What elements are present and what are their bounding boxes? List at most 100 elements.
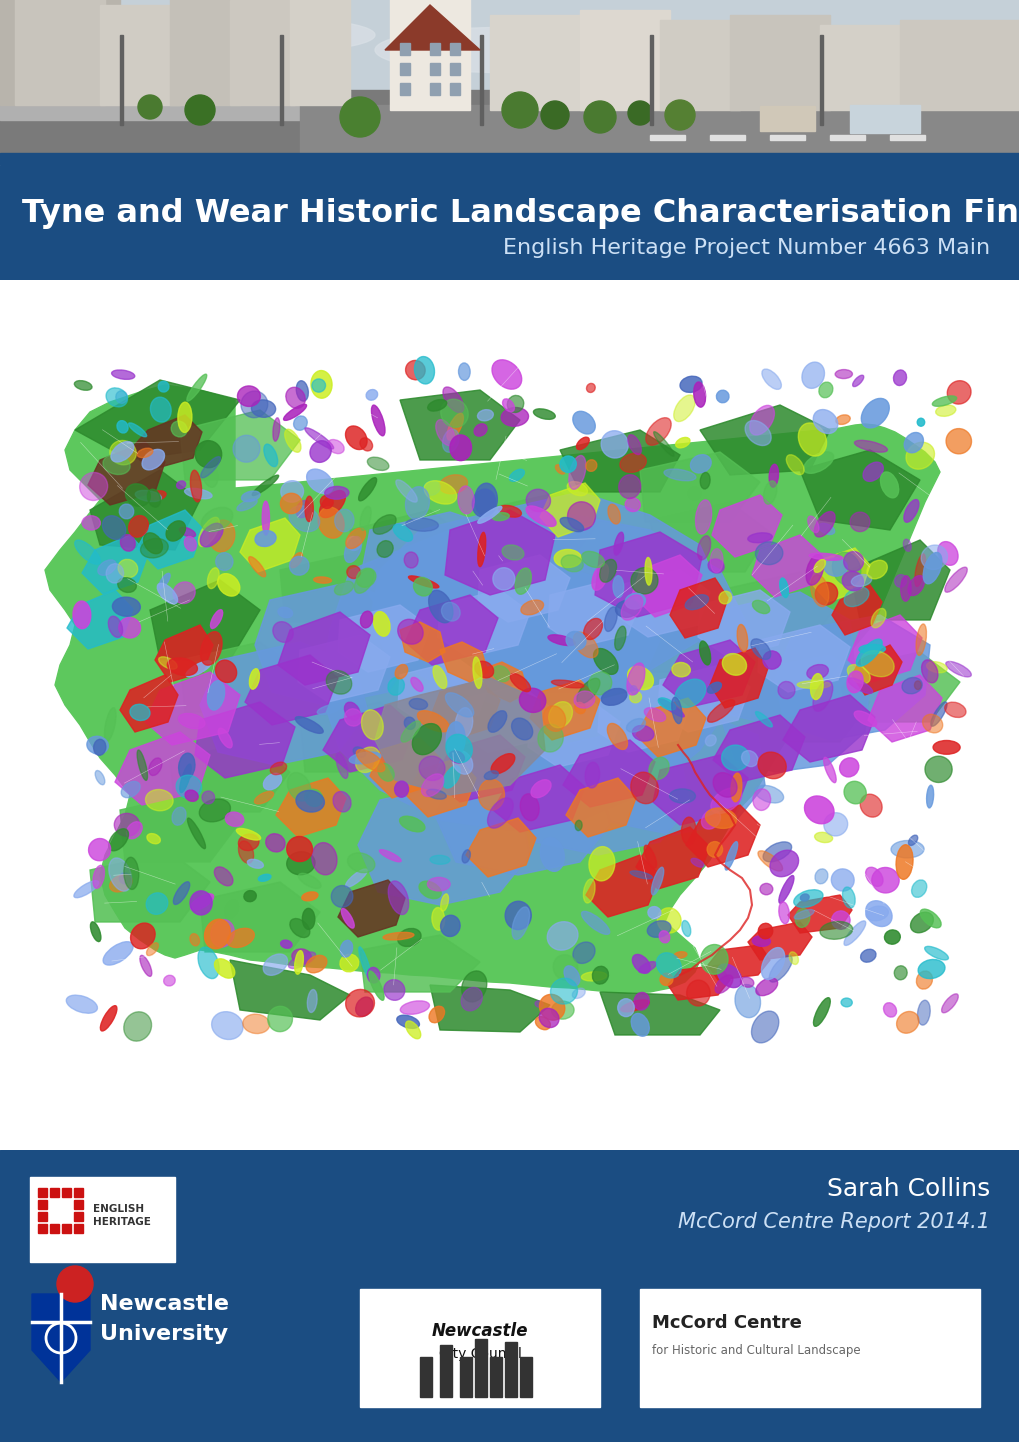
Ellipse shape bbox=[214, 867, 232, 885]
Ellipse shape bbox=[293, 415, 307, 430]
Ellipse shape bbox=[140, 956, 152, 976]
Ellipse shape bbox=[755, 711, 771, 727]
Ellipse shape bbox=[588, 846, 614, 881]
Polygon shape bbox=[530, 681, 599, 740]
Bar bbox=[50, 1224, 59, 1233]
Ellipse shape bbox=[446, 414, 463, 440]
Ellipse shape bbox=[452, 751, 472, 774]
Ellipse shape bbox=[394, 782, 409, 797]
Ellipse shape bbox=[911, 880, 926, 897]
Ellipse shape bbox=[258, 874, 271, 881]
Ellipse shape bbox=[919, 908, 941, 927]
Ellipse shape bbox=[619, 474, 640, 499]
Polygon shape bbox=[699, 405, 829, 474]
Ellipse shape bbox=[176, 776, 202, 799]
Bar bbox=[480, 35, 483, 125]
Polygon shape bbox=[589, 712, 764, 835]
Ellipse shape bbox=[552, 955, 578, 981]
Bar bbox=[389, 0, 470, 110]
Ellipse shape bbox=[714, 975, 732, 994]
Ellipse shape bbox=[417, 711, 448, 731]
Ellipse shape bbox=[851, 574, 871, 587]
Ellipse shape bbox=[653, 431, 674, 456]
Bar bbox=[439, 1345, 451, 1397]
Ellipse shape bbox=[804, 796, 834, 823]
Ellipse shape bbox=[854, 440, 887, 453]
Ellipse shape bbox=[167, 658, 198, 675]
Polygon shape bbox=[711, 495, 782, 557]
Bar bbox=[819, 35, 822, 125]
Ellipse shape bbox=[526, 489, 550, 512]
Polygon shape bbox=[562, 740, 654, 808]
Polygon shape bbox=[480, 662, 528, 702]
Ellipse shape bbox=[812, 410, 837, 434]
Bar bbox=[229, 0, 294, 105]
Ellipse shape bbox=[356, 747, 379, 773]
Ellipse shape bbox=[95, 770, 105, 784]
Ellipse shape bbox=[262, 502, 269, 535]
Ellipse shape bbox=[862, 461, 882, 482]
Ellipse shape bbox=[914, 554, 924, 587]
Polygon shape bbox=[229, 960, 350, 1019]
Ellipse shape bbox=[779, 901, 789, 924]
Ellipse shape bbox=[693, 382, 705, 407]
Ellipse shape bbox=[379, 849, 400, 862]
Ellipse shape bbox=[327, 440, 343, 454]
Ellipse shape bbox=[296, 500, 310, 518]
Ellipse shape bbox=[294, 950, 303, 975]
Bar bbox=[819, 25, 909, 110]
Ellipse shape bbox=[138, 448, 153, 457]
Ellipse shape bbox=[917, 1001, 929, 1025]
Ellipse shape bbox=[844, 587, 868, 607]
Ellipse shape bbox=[638, 962, 655, 973]
Bar bbox=[120, 35, 123, 125]
Polygon shape bbox=[749, 672, 869, 743]
Ellipse shape bbox=[634, 992, 648, 1011]
Ellipse shape bbox=[921, 714, 942, 733]
Ellipse shape bbox=[699, 473, 709, 489]
Ellipse shape bbox=[147, 833, 160, 844]
Ellipse shape bbox=[658, 699, 684, 717]
Ellipse shape bbox=[700, 945, 728, 975]
Polygon shape bbox=[90, 852, 210, 921]
Ellipse shape bbox=[318, 508, 343, 538]
Text: English Heritage Project Number 4663 Main: English Heritage Project Number 4663 Mai… bbox=[502, 238, 989, 258]
Text: ENGLISH: ENGLISH bbox=[93, 1204, 144, 1214]
Ellipse shape bbox=[761, 369, 781, 389]
Ellipse shape bbox=[789, 952, 798, 965]
Polygon shape bbox=[384, 4, 480, 50]
Ellipse shape bbox=[399, 816, 425, 832]
Ellipse shape bbox=[427, 877, 449, 891]
Ellipse shape bbox=[777, 682, 794, 699]
Ellipse shape bbox=[426, 789, 446, 799]
Bar bbox=[100, 4, 179, 105]
Ellipse shape bbox=[540, 838, 564, 871]
Ellipse shape bbox=[400, 721, 420, 743]
Ellipse shape bbox=[737, 624, 747, 652]
Ellipse shape bbox=[644, 558, 651, 585]
Ellipse shape bbox=[123, 857, 139, 890]
Polygon shape bbox=[694, 593, 854, 722]
Ellipse shape bbox=[761, 947, 784, 979]
Ellipse shape bbox=[159, 574, 170, 588]
Ellipse shape bbox=[674, 952, 686, 957]
Ellipse shape bbox=[108, 829, 128, 851]
Ellipse shape bbox=[805, 555, 823, 585]
Bar bbox=[0, 89, 1019, 164]
Ellipse shape bbox=[668, 789, 695, 803]
Ellipse shape bbox=[210, 610, 222, 629]
Ellipse shape bbox=[539, 995, 565, 1019]
Ellipse shape bbox=[98, 559, 116, 575]
Ellipse shape bbox=[752, 936, 769, 946]
Ellipse shape bbox=[853, 711, 875, 727]
Ellipse shape bbox=[186, 373, 207, 401]
Ellipse shape bbox=[117, 421, 128, 433]
Polygon shape bbox=[719, 655, 869, 771]
Ellipse shape bbox=[574, 702, 585, 714]
Ellipse shape bbox=[106, 388, 127, 407]
Ellipse shape bbox=[273, 418, 279, 441]
Ellipse shape bbox=[847, 678, 872, 694]
Ellipse shape bbox=[356, 996, 373, 1017]
Ellipse shape bbox=[922, 552, 941, 584]
Bar bbox=[759, 107, 814, 131]
